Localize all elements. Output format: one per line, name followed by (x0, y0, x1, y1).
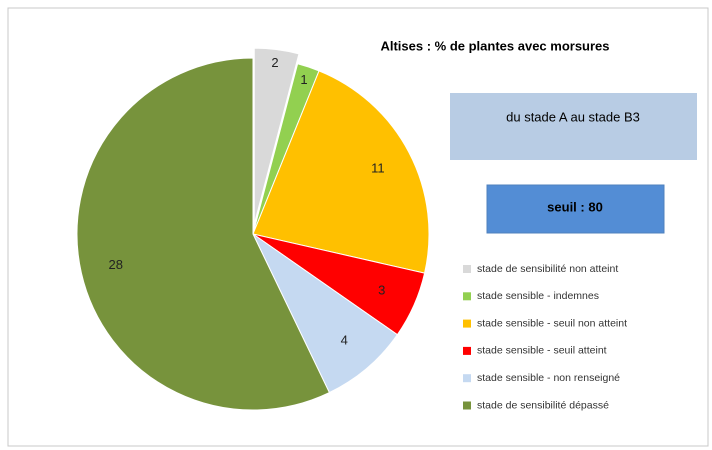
data-label: 3 (378, 282, 385, 297)
pie-slice (251, 232, 399, 394)
annotation-box (486, 184, 665, 234)
pie-slice (76, 57, 331, 411)
pie-slice (253, 47, 300, 225)
legend-label: stade sensible - non renseigné (477, 372, 620, 384)
annotation: du stade A au stade B3 (506, 109, 640, 124)
legend-swatch (463, 374, 471, 383)
legend-label: stade sensible - indemnes (477, 290, 599, 302)
legend-swatch (463, 401, 471, 410)
annotation: seuil : 80 (547, 199, 603, 214)
data-label: 1 (300, 72, 307, 87)
legend-label: stade sensible - seuil atteint (477, 345, 607, 357)
data-label: 4 (341, 333, 348, 348)
pie-slice (252, 70, 430, 274)
legend-swatch (463, 265, 471, 273)
legend-label: stade sensible - seuil non atteint (477, 317, 627, 329)
data-label: 28 (108, 257, 122, 272)
legend-swatch (463, 319, 471, 328)
data-label: 11 (371, 160, 385, 175)
legend-label: stade de sensibilité non atteint (477, 263, 618, 275)
annotation-box (450, 93, 697, 160)
legend-swatch (463, 346, 471, 355)
data-label: 2 (271, 55, 278, 70)
chart-title: Altises : % de plantes avec morsures (380, 38, 609, 53)
legend-swatch (463, 292, 471, 301)
legend-label: stade de sensibilité dépassé (477, 399, 609, 411)
